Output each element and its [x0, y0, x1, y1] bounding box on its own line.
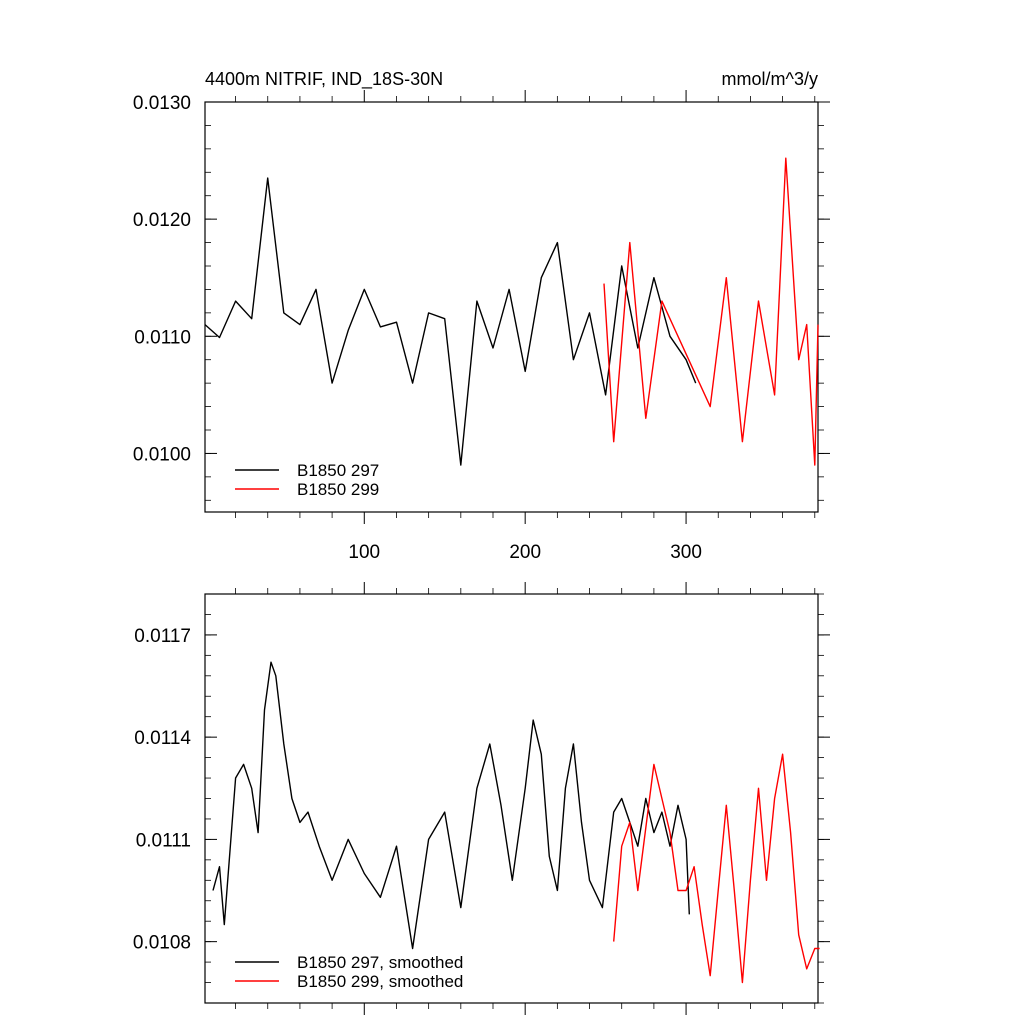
- top-x-tick-label: 100: [348, 542, 380, 563]
- bottom-plot-frame: [204, 593, 819, 1004]
- top-chart-units: mmol/m^3/y: [722, 69, 818, 89]
- bottom-legend-label: B1850 297, smoothed: [297, 953, 463, 972]
- top-x-tick-label: 300: [670, 542, 702, 563]
- top-y-tick-label: 0.0100: [133, 444, 191, 465]
- top-y-tick-label: 0.0120: [133, 210, 191, 231]
- bottom-y-tick-label: 0.0111: [136, 830, 191, 851]
- bottom-y-tick-label: 0.0114: [134, 728, 191, 749]
- bottom-axis-ticks: 0.0108 0.0111 0.0114 0.0117: [133, 582, 830, 1015]
- top-plot-frame: [204, 101, 819, 513]
- top-axis-ticks: 0.0100 0.0110 0.0120 0.0130 100 200 300: [133, 90, 830, 563]
- bottom-series-lines: [212, 661, 820, 984]
- top-x-tick-label: 200: [509, 542, 541, 563]
- top-series-line-1: [204, 177, 697, 466]
- top-legend-label: B1850 297: [297, 461, 379, 480]
- bottom-y-tick-label: 0.0117: [134, 626, 191, 647]
- bottom-series-line-2: [613, 753, 820, 984]
- bottom-legend-label: B1850 299, smoothed: [297, 972, 463, 991]
- top-series-lines: [204, 157, 819, 466]
- bottom-series-line-1: [212, 661, 690, 950]
- bottom-y-tick-label: 0.0108: [133, 933, 191, 954]
- top-panel: 4400m NITRIF, IND_18S-30N mmol/m^3/y 0.0…: [133, 69, 830, 563]
- top-y-tick-label: 0.0130: [133, 93, 191, 114]
- top-y-tick-label: 0.0110: [134, 327, 191, 348]
- top-chart-title: 4400m NITRIF, IND_18S-30N: [205, 69, 443, 90]
- top-series-line-2: [603, 157, 819, 466]
- bottom-panel: 0.0108 0.0111 0.0114 0.0117 B1850 297, smoo…: [133, 582, 830, 1015]
- top-legend-label: B1850 299: [297, 480, 379, 499]
